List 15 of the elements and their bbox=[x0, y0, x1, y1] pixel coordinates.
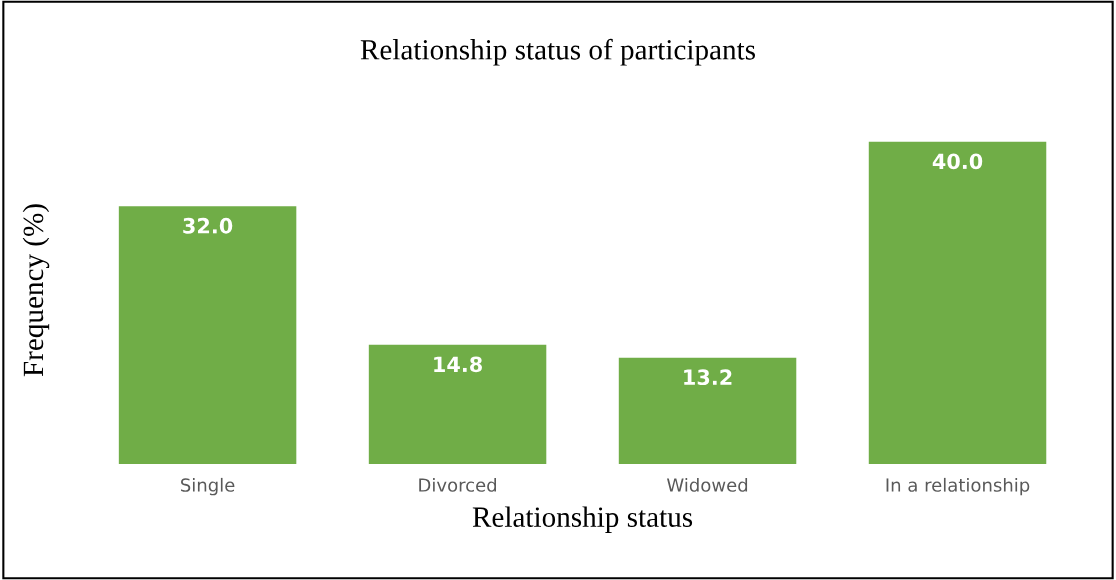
bar bbox=[868, 141, 1047, 464]
data-label: 32.0 bbox=[183, 217, 233, 234]
bar bbox=[618, 357, 797, 464]
data-label: 14.8 bbox=[434, 356, 482, 373]
data-label: 13.2 bbox=[684, 369, 732, 386]
x-axis-title: Relationship status bbox=[472, 506, 693, 533]
data-label: 40.0 bbox=[932, 153, 983, 170]
x-tick-label: Widowed bbox=[666, 477, 748, 492]
x-tick-label: Divorced bbox=[419, 477, 496, 492]
y-axis-title: Frequency (%) bbox=[22, 204, 50, 377]
bar bbox=[368, 344, 547, 464]
x-tick-label: Single bbox=[181, 477, 235, 496]
x-tick-label: In a relationship bbox=[886, 477, 1030, 496]
bar bbox=[118, 206, 297, 464]
chart-title: Relationship status of participants bbox=[360, 38, 755, 66]
